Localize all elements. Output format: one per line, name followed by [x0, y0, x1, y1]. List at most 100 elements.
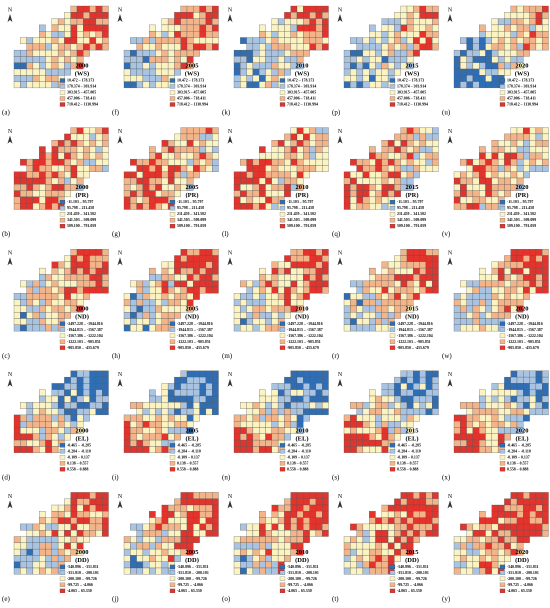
map-cell — [529, 255, 537, 262]
map-cell — [161, 190, 169, 198]
map-cell — [205, 267, 213, 275]
map-cell — [419, 255, 427, 262]
map-cell — [76, 511, 84, 518]
map-cell — [485, 567, 492, 575]
map-cell — [32, 190, 40, 198]
map-cell — [149, 299, 156, 307]
map-cell — [161, 318, 169, 325]
map-cell — [315, 146, 323, 153]
map-cell — [322, 249, 329, 256]
north-label: N — [228, 7, 233, 13]
map-cell — [400, 249, 408, 256]
map-cell — [130, 299, 137, 307]
map-cell — [542, 274, 549, 281]
map-cell — [432, 492, 439, 499]
map-cell — [20, 542, 27, 550]
map-cell — [309, 31, 317, 38]
map-cell — [259, 81, 266, 89]
map-cell — [290, 511, 298, 518]
map-cell — [529, 286, 537, 294]
map-cell — [432, 280, 439, 288]
map-cell — [136, 402, 144, 409]
map-cell — [529, 261, 537, 269]
legend-label: -0.465 – -0.285 — [507, 443, 531, 447]
map-cell — [167, 305, 175, 313]
map-cell — [89, 274, 97, 281]
map-cell — [212, 286, 219, 294]
map-cell — [64, 548, 71, 556]
map-cell — [400, 255, 408, 262]
map-cell — [186, 402, 194, 409]
map-cell — [322, 498, 329, 506]
map-cell — [356, 184, 364, 191]
map-cell — [32, 433, 40, 441]
legend-label: -11.103 – 95.797 — [397, 200, 423, 204]
legend-swatch — [499, 582, 506, 587]
map-cell — [26, 567, 34, 575]
map-cell — [174, 12, 181, 19]
map-cell — [76, 536, 84, 543]
map-cell — [497, 68, 505, 76]
map-cell — [155, 43, 162, 51]
map-cell — [271, 286, 279, 294]
map-cell — [322, 127, 329, 135]
map-cell — [95, 255, 103, 262]
map-cell — [523, 249, 530, 256]
map-cell — [45, 548, 52, 556]
map-cell — [381, 43, 389, 51]
map-cell — [45, 62, 52, 70]
map-cell — [161, 548, 169, 556]
map-cell — [174, 402, 181, 409]
legend-swatch — [499, 102, 506, 107]
map-cell — [39, 56, 46, 63]
panel-year: 2000 — [76, 306, 89, 313]
map-cell — [529, 133, 537, 141]
legend-label: -905.850 – -455.679 — [397, 346, 429, 350]
map-cell — [199, 12, 207, 19]
legend-label: -99.725 – -4.066 — [397, 583, 423, 587]
map-cell — [265, 75, 272, 82]
map-cell — [497, 56, 505, 63]
map-cell — [381, 37, 389, 44]
map-cell — [369, 312, 376, 319]
north-arrow — [7, 378, 13, 387]
north-arrow — [117, 257, 123, 266]
map-cell — [83, 511, 90, 518]
map-cell — [102, 370, 109, 378]
legend-label: 211.459 – 341.502 — [177, 212, 206, 216]
map-cell — [381, 433, 389, 441]
map-cell — [296, 267, 304, 275]
map-cell — [375, 312, 382, 319]
map-cell — [123, 196, 131, 204]
map-cell — [51, 299, 59, 307]
north-arrow — [447, 500, 453, 509]
map-cell — [199, 255, 207, 262]
map-cell — [142, 318, 150, 325]
map-cell — [174, 548, 181, 556]
map-cell — [51, 312, 59, 319]
map-cell — [265, 408, 272, 416]
legend-swatch — [59, 443, 66, 448]
map-cell — [453, 324, 461, 332]
map-cell — [485, 427, 492, 434]
map-cell — [259, 548, 266, 556]
map-cell — [89, 530, 97, 537]
map-cell — [70, 127, 78, 135]
map-cell — [199, 146, 207, 153]
map-cell — [535, 395, 543, 403]
legend-label: -1567.386 – -1222.104 — [507, 334, 543, 338]
map-cell — [199, 158, 207, 166]
map-cell — [322, 383, 329, 390]
map-cell — [387, 190, 395, 198]
map-cell — [199, 165, 207, 172]
map-cell — [413, 171, 420, 179]
map-cell — [83, 414, 90, 422]
map-cell — [510, 49, 518, 57]
map-cell — [510, 261, 518, 269]
map-cell — [453, 439, 461, 447]
map-cell — [315, 140, 323, 147]
map-cell — [510, 255, 518, 262]
map-cell — [26, 324, 34, 332]
